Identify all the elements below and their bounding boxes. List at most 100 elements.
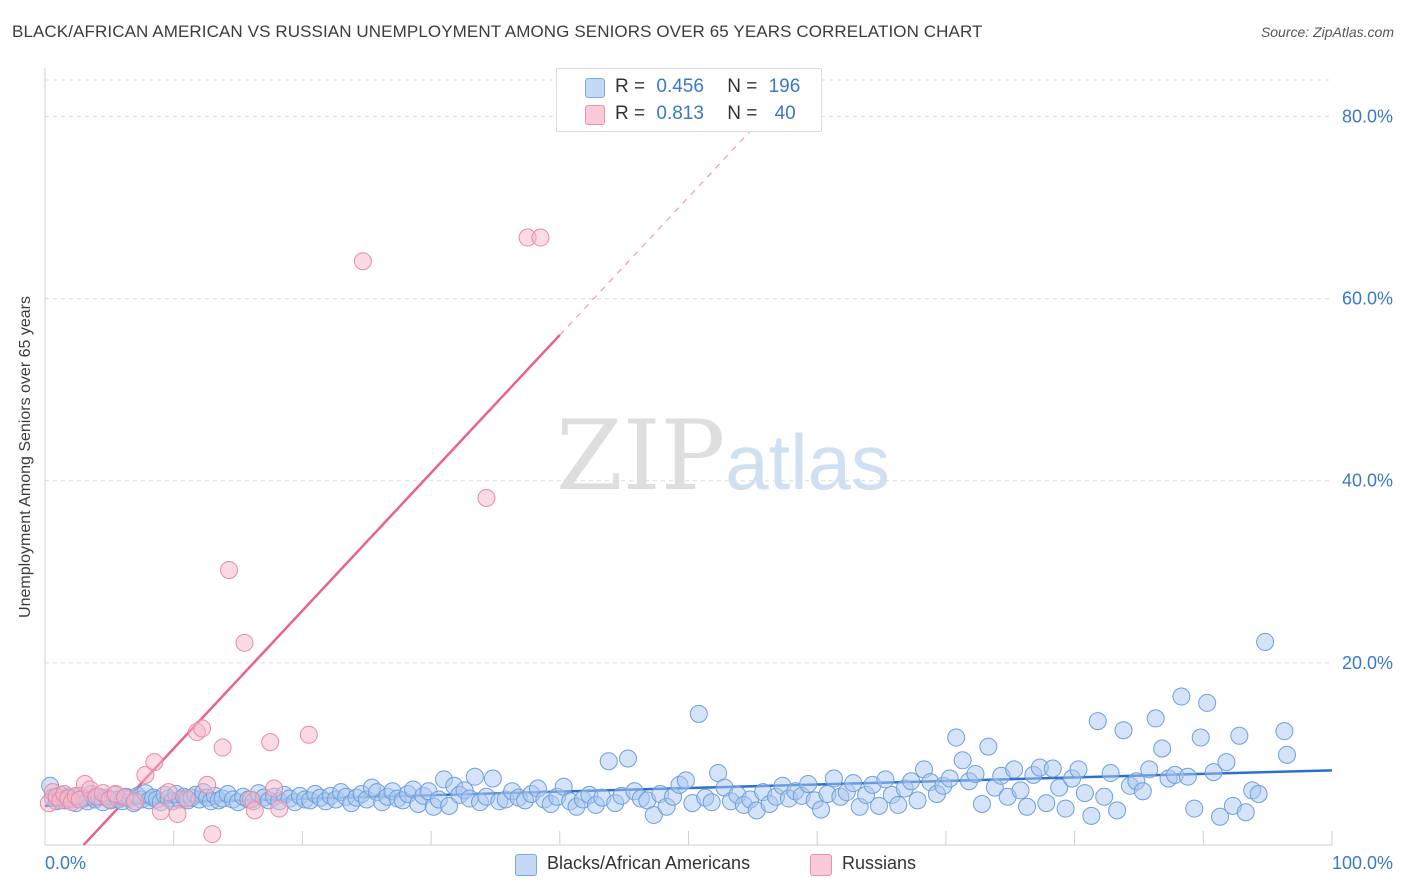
- point-blacks: [1088, 712, 1107, 731]
- point-blacks: [1069, 760, 1088, 779]
- point-blacks: [1095, 787, 1114, 806]
- point-russians: [213, 738, 232, 757]
- chart-title: BLACK/AFRICAN AMERICAN VS RUSSIAN UNEMPL…: [12, 22, 983, 41]
- point-russians: [245, 801, 264, 820]
- point-russians: [220, 560, 239, 579]
- point-blacks: [876, 770, 895, 789]
- legend-swatch-russians: [585, 105, 605, 125]
- legend-n-value: 196: [768, 76, 801, 97]
- point-blacks: [1011, 781, 1030, 800]
- point-russians: [531, 228, 550, 247]
- point-blacks: [1185, 799, 1204, 818]
- bottom-legend-swatch-russians: [810, 854, 832, 876]
- point-blacks: [1133, 782, 1152, 801]
- y-tick-label: 20.0%: [1342, 653, 1393, 673]
- point-blacks: [1005, 760, 1024, 779]
- y-tick-label: 40.0%: [1342, 471, 1393, 491]
- point-blacks: [1043, 759, 1062, 778]
- legend-r-label: R =: [615, 76, 646, 97]
- point-russians: [136, 765, 155, 784]
- point-blacks: [1146, 709, 1165, 728]
- point-russians: [265, 779, 284, 798]
- point-blacks: [1198, 693, 1217, 712]
- trend-lines: [44, 127, 1333, 846]
- y-axis-label: Unemployment Among Seniors over 65 years: [17, 296, 34, 618]
- point-blacks: [940, 769, 959, 788]
- axes: [44, 68, 1333, 846]
- point-blacks: [1275, 722, 1294, 741]
- point-russians: [177, 789, 196, 808]
- point-blacks: [1082, 806, 1101, 825]
- point-blacks: [1056, 799, 1075, 818]
- correlation-legend: R = 0.456 N = 196 R = 0.813 N = 40: [556, 68, 822, 132]
- point-russians: [203, 825, 222, 844]
- point-blacks: [1140, 760, 1159, 779]
- point-russians: [198, 775, 217, 794]
- legend-swatch-blacks: [585, 78, 605, 98]
- point-russians: [299, 725, 318, 744]
- legend-n-value: 40: [774, 103, 796, 124]
- point-blacks: [972, 795, 991, 814]
- point-blacks: [1108, 801, 1127, 820]
- point-blacks: [599, 752, 618, 771]
- point-blacks: [1114, 721, 1133, 740]
- bottom-legend-label-blacks: Blacks/African Americans: [547, 853, 751, 873]
- point-blacks: [869, 796, 888, 815]
- point-blacks: [979, 737, 998, 756]
- point-blacks: [1153, 739, 1172, 758]
- point-russians: [353, 252, 372, 271]
- tick-labels: 20.0% 40.0% 60.0% 80.0% 0.0% 100.0%: [45, 106, 1393, 873]
- point-russians: [151, 802, 170, 821]
- point-blacks: [619, 749, 638, 768]
- point-blacks: [676, 771, 695, 790]
- point-blacks: [812, 800, 831, 819]
- point-blacks: [1236, 803, 1255, 822]
- y-tick-label: 60.0%: [1342, 289, 1393, 309]
- point-blacks: [465, 767, 484, 786]
- watermark-zip: ZIP: [556, 400, 726, 512]
- point-blacks: [1050, 778, 1069, 797]
- point-blacks: [1075, 784, 1094, 803]
- legend-r-label: R =: [615, 103, 646, 124]
- point-blacks: [908, 791, 927, 810]
- watermark-atlas: atlas: [725, 418, 890, 506]
- point-blacks: [702, 793, 721, 812]
- bottom-legend-swatch-blacks: [515, 854, 537, 876]
- point-russians: [270, 799, 289, 818]
- point-blacks: [644, 805, 663, 824]
- point-blacks: [799, 774, 818, 793]
- point-russians: [477, 489, 496, 508]
- source-label: Source: ZipAtlas.com: [1260, 24, 1394, 40]
- x-tick-label-max: 100.0%: [1332, 853, 1393, 873]
- point-russians: [193, 719, 212, 738]
- point-russians: [126, 792, 145, 811]
- point-blacks: [1211, 807, 1230, 826]
- grid-lines: [45, 79, 1332, 664]
- x-tick-label-min: 0.0%: [45, 853, 86, 873]
- y-tick-label: 80.0%: [1342, 106, 1393, 126]
- point-blacks: [1191, 728, 1210, 747]
- legend-n-label: N =: [727, 76, 758, 97]
- point-blacks: [1256, 632, 1275, 651]
- point-blacks: [824, 769, 843, 788]
- series-russians-points: [39, 228, 550, 844]
- point-blacks: [902, 772, 921, 791]
- point-blacks: [483, 769, 502, 788]
- point-russians: [145, 753, 164, 772]
- trend-line-russians-extension: [559, 127, 754, 336]
- point-blacks: [953, 751, 972, 770]
- point-blacks: [844, 774, 863, 793]
- legend-r-value: 0.813: [656, 103, 704, 124]
- point-russians: [261, 733, 280, 752]
- point-blacks: [1277, 745, 1296, 764]
- point-blacks: [1017, 797, 1036, 816]
- point-blacks: [1172, 687, 1191, 706]
- point-blacks: [947, 728, 966, 747]
- point-blacks: [1101, 764, 1120, 783]
- point-blacks: [440, 796, 459, 815]
- point-blacks: [1249, 785, 1268, 803]
- point-blacks: [1204, 763, 1223, 782]
- point-blacks: [1037, 794, 1056, 813]
- point-russians: [159, 783, 178, 802]
